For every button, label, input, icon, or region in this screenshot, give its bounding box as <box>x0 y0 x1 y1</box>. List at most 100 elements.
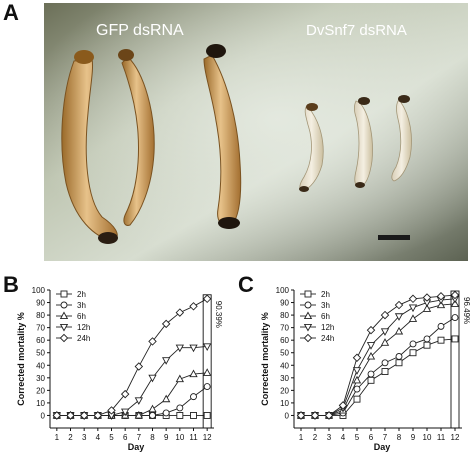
data-point-24h <box>436 292 446 301</box>
data-point-24h <box>380 310 390 320</box>
legend-marker-24h <box>303 333 313 343</box>
data-point-3h <box>162 409 170 417</box>
data-point-12h <box>134 397 143 405</box>
data-point-12h <box>175 344 184 353</box>
x-tick-label: 12 <box>451 433 460 442</box>
x-tick-label: 5 <box>355 433 360 442</box>
larvae-photo: GFP dsRNA DvSnf7 dsRNA <box>44 3 468 261</box>
larva-gfp-3 <box>203 44 242 229</box>
series-line-3h <box>56 386 208 416</box>
data-point-24h <box>296 411 306 420</box>
data-point-6h <box>366 351 376 360</box>
data-point-6h <box>162 394 171 403</box>
data-point-2h <box>451 335 459 343</box>
data-point-24h <box>202 294 212 304</box>
y-tick-label: 40 <box>280 361 289 370</box>
data-point-12h <box>366 342 376 350</box>
final-mortality-annotation: 90.39% <box>214 301 223 328</box>
data-point-12h <box>121 408 130 417</box>
y-tick-label: 70 <box>280 324 289 333</box>
y-tick-label: 50 <box>280 349 289 358</box>
x-tick-label: 2 <box>68 433 73 442</box>
x-tick-label: 6 <box>123 433 128 442</box>
y-tick-label: 80 <box>280 311 289 320</box>
y-tick-label: 60 <box>36 336 45 345</box>
data-point-24h <box>148 337 157 346</box>
data-point-12h <box>380 328 390 336</box>
data-point-6h <box>134 410 143 419</box>
data-point-3h <box>176 404 184 412</box>
data-point-6h <box>148 404 157 413</box>
data-point-2h <box>437 336 445 344</box>
data-point-3h <box>437 322 445 330</box>
x-tick-label: 2 <box>313 433 318 442</box>
legend-label-24h: 24h <box>321 334 334 343</box>
data-point-24h <box>52 411 62 420</box>
data-point-6h <box>189 369 198 378</box>
x-axis-label: Day <box>374 442 391 452</box>
data-point-12h <box>189 344 198 353</box>
y-tick-label: 60 <box>280 336 289 345</box>
data-point-24h <box>366 325 376 335</box>
data-point-24h <box>161 319 171 329</box>
y-tick-label: 100 <box>276 286 290 295</box>
data-point-24h <box>93 411 103 420</box>
y-axis-label: Corrected mortality % <box>16 312 26 406</box>
y-tick-label: 10 <box>280 399 289 408</box>
x-tick-label: 5 <box>109 433 114 442</box>
series-line-6h <box>56 372 208 416</box>
x-axis-label: Day <box>128 442 145 452</box>
y-tick-label: 0 <box>285 411 290 420</box>
legend-marker-2h <box>304 290 312 298</box>
x-tick-label: 7 <box>383 433 388 442</box>
y-tick-label: 20 <box>280 386 289 395</box>
larva-dvsnf7-1 <box>299 103 324 192</box>
legend-label-3h: 3h <box>77 301 86 310</box>
panel-letter-b: B <box>3 272 19 297</box>
y-tick-label: 20 <box>36 386 45 395</box>
legend-marker-6h <box>303 311 313 320</box>
scale-bar <box>378 235 410 240</box>
data-point-12h <box>148 374 157 383</box>
data-point-24h <box>422 293 432 302</box>
x-tick-label: 12 <box>203 433 212 442</box>
y-axis-label: Corrected mortality % <box>260 312 270 406</box>
data-point-12h <box>162 357 171 365</box>
data-point-2h <box>353 395 361 403</box>
data-point-12h <box>408 304 418 313</box>
data-point-24h <box>66 411 75 420</box>
series-points-24h <box>296 290 460 420</box>
x-tick-label: 4 <box>341 433 346 442</box>
data-point-24h <box>189 302 198 311</box>
final-day-box <box>202 294 212 429</box>
x-tick-label: 11 <box>189 433 198 442</box>
data-point-2h <box>395 359 403 367</box>
data-point-24h <box>394 300 404 310</box>
data-point-24h <box>175 308 185 317</box>
data-point-24h <box>352 353 362 362</box>
larva-gfp-2 <box>118 49 155 226</box>
y-tick-label: 80 <box>36 311 45 320</box>
data-point-3h <box>381 359 389 367</box>
data-point-3h <box>423 335 431 343</box>
data-point-2h <box>409 349 417 357</box>
legend-marker-24h <box>59 333 69 343</box>
data-point-3h <box>353 385 361 393</box>
data-point-24h <box>338 401 348 410</box>
data-point-2h <box>367 376 375 384</box>
x-tick-label: 3 <box>327 433 332 442</box>
data-point-6h <box>175 374 184 383</box>
y-tick-label: 90 <box>280 299 289 308</box>
data-point-24h <box>324 411 334 420</box>
panel-letter-c: C <box>238 272 254 297</box>
x-tick-label: 1 <box>55 433 60 442</box>
series-points-3h <box>53 383 211 419</box>
y-tick-label: 70 <box>36 324 45 333</box>
larva-dvsnf7-2 <box>354 97 373 188</box>
x-tick-label: 8 <box>397 433 402 442</box>
data-point-2h <box>190 412 197 419</box>
legend-marker-2h <box>60 290 68 298</box>
legend-label-2h: 2h <box>77 290 86 299</box>
